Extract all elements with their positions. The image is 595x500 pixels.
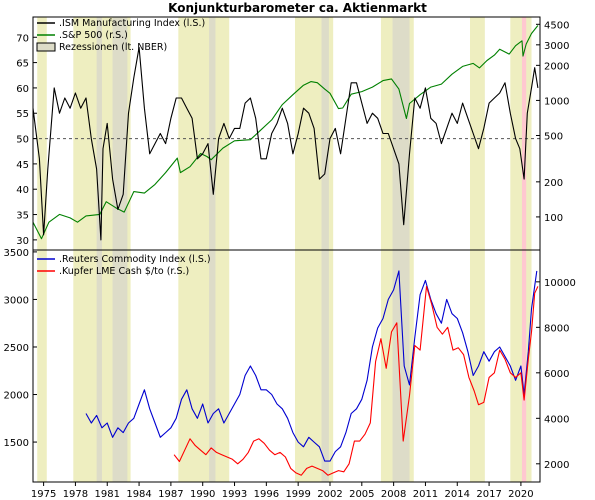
x-tick-label: 1978 bbox=[63, 489, 88, 500]
shaded-period bbox=[469, 250, 485, 482]
recession-bar bbox=[96, 250, 102, 482]
shaded-period bbox=[178, 17, 230, 250]
shaded-period bbox=[37, 17, 47, 250]
bottom-right-tick-label: 8000 bbox=[544, 323, 569, 334]
x-tick-label: 2014 bbox=[445, 489, 470, 500]
chart-frame bbox=[32, 16, 541, 483]
x-tick-label: 2008 bbox=[381, 489, 406, 500]
bottom-left-tick-label: 2500 bbox=[4, 343, 29, 354]
reuters-commodity-line bbox=[85, 270, 538, 462]
legend-copper-label: .Kupfer LME Cash $/to (r.S.) bbox=[59, 266, 189, 277]
top-left-tick-label: 70 bbox=[16, 33, 29, 44]
top-left-tick-label: 55 bbox=[16, 109, 29, 120]
x-tick-label: 1993 bbox=[222, 489, 247, 500]
x-tick-label: 1999 bbox=[285, 489, 310, 500]
bottom-right-tick-label: 4000 bbox=[544, 414, 569, 425]
bottom-left-tick-label: 3500 bbox=[4, 248, 29, 259]
top-right-tick-label: 2000 bbox=[544, 61, 569, 72]
recession-bar bbox=[209, 17, 216, 250]
x-tick-label: 1981 bbox=[95, 489, 120, 500]
legend-ism-label: .ISM Manufacturing Index (l.S.) bbox=[59, 18, 205, 29]
x-tick-label: 2011 bbox=[413, 489, 438, 500]
bottom-left-tick-label: 3000 bbox=[4, 295, 29, 306]
x-tick-label: 1984 bbox=[126, 489, 151, 500]
top-panel-background bbox=[37, 17, 532, 250]
top-right-tick-label: 200 bbox=[544, 178, 563, 189]
ism-line bbox=[33, 46, 539, 241]
x-tick-label: 1996 bbox=[254, 489, 279, 500]
top-left-tick-label: 30 bbox=[16, 236, 29, 247]
top-right-tick-label: 4500 bbox=[544, 20, 569, 31]
top-left-tick-label: 40 bbox=[16, 185, 29, 196]
bottom-panel-frame bbox=[32, 249, 541, 483]
recession-bar bbox=[209, 250, 216, 482]
bottom-left-tick-label: 1500 bbox=[4, 438, 29, 449]
recession-bar bbox=[321, 250, 329, 482]
legend-recessions-label: Rezessionen (lt. NBER) bbox=[59, 42, 167, 53]
recession-bar bbox=[521, 17, 527, 250]
top-left-tick-label: 60 bbox=[16, 84, 29, 95]
sp500-line bbox=[33, 25, 539, 240]
x-tick-label: 2017 bbox=[476, 489, 501, 500]
bottom-right-tick-label: 10000 bbox=[544, 278, 576, 289]
top-right-tick-label: 3000 bbox=[544, 41, 569, 52]
bottom-right-tick-label: 6000 bbox=[544, 369, 569, 380]
top-right-tick-label: 500 bbox=[544, 131, 563, 142]
top-right-tick-label: 100 bbox=[544, 213, 563, 224]
legends: .ISM Manufacturing Index (l.S.).S&P 500 … bbox=[36, 18, 211, 277]
recession-bar bbox=[321, 17, 329, 250]
x-tick-label: 1990 bbox=[190, 489, 215, 500]
bottom-panel-background bbox=[37, 250, 532, 482]
bottom-left-tick-label: 2000 bbox=[4, 391, 29, 402]
x-tick-label: 2002 bbox=[317, 489, 342, 500]
top-left-tick-label: 35 bbox=[16, 211, 29, 222]
x-tick-label: 1975 bbox=[31, 489, 56, 500]
axis-ticks: 30 35 40 45 50 55 60 65 70 100 200 500 1000 2000 3000 4… bbox=[4, 20, 576, 500]
top-left-tick-label: 50 bbox=[16, 135, 29, 146]
recession-bar bbox=[96, 17, 102, 250]
x-tick-label: 2005 bbox=[349, 489, 374, 500]
legend-reuters-label: .Reuters Commodity Index (l.S.) bbox=[59, 254, 211, 265]
top-panel-series bbox=[33, 25, 540, 241]
top-left-tick-label: 45 bbox=[16, 160, 29, 171]
recession-bar bbox=[392, 17, 410, 250]
shaded-period bbox=[510, 17, 532, 250]
recession-bar bbox=[521, 250, 527, 482]
top-right-tick-label: 1000 bbox=[544, 96, 569, 107]
top-left-tick-label: 65 bbox=[16, 59, 29, 70]
legend-recessions-swatch bbox=[36, 42, 56, 52]
bottom-right-tick-label: 2000 bbox=[544, 460, 569, 471]
shaded-period bbox=[178, 250, 230, 482]
x-tick-label: 2020 bbox=[508, 489, 533, 500]
shaded-period bbox=[469, 17, 485, 250]
chart-title: Konjunkturbarometer ca. Aktienmarkt bbox=[168, 1, 427, 15]
recession-bar bbox=[112, 250, 128, 482]
legend-sp500-label: .S&P 500 (r.S.) bbox=[59, 30, 128, 41]
x-tick-label: 1987 bbox=[158, 489, 183, 500]
copper-line bbox=[173, 285, 539, 476]
bottom-panel-series bbox=[85, 270, 539, 476]
shaded-period bbox=[37, 250, 47, 482]
